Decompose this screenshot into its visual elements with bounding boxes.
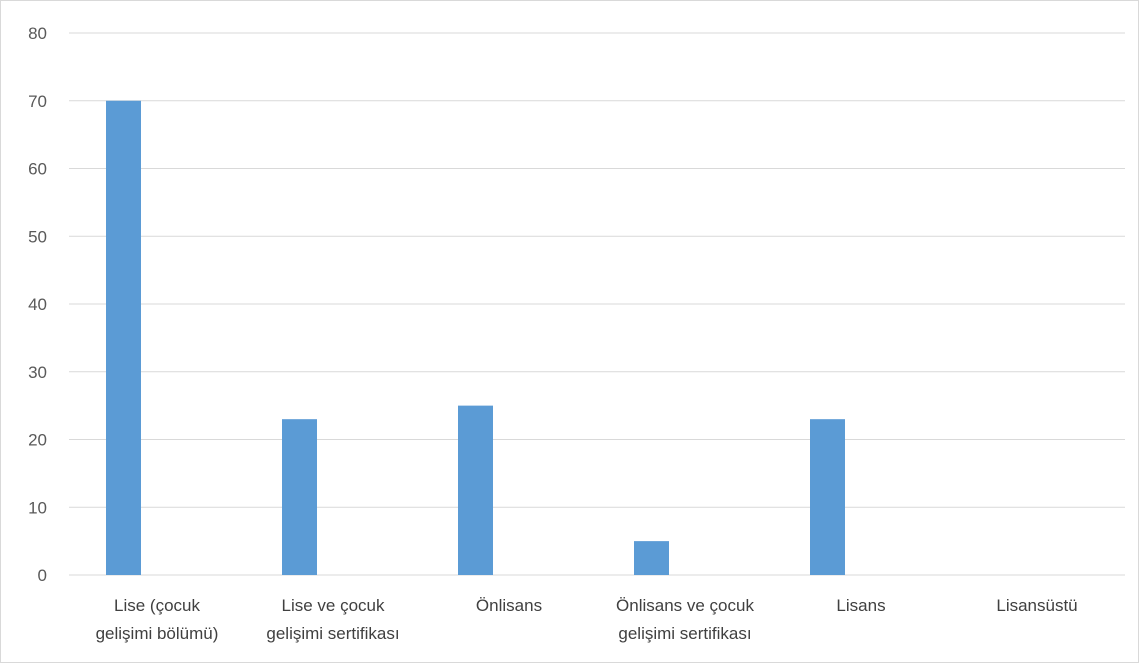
x-category-label: Lisans xyxy=(836,596,885,615)
x-category-labels: Lise (çocuk gelişimi bölümü) Lise ve çocuk… xyxy=(96,596,1078,643)
y-tick-label: 30 xyxy=(28,363,47,382)
y-tick-label: 10 xyxy=(28,498,47,517)
x-category-label: gelişimi sertifikası xyxy=(618,624,751,643)
bar xyxy=(634,541,669,575)
x-category-label: Önlisans ve çocuk xyxy=(616,596,754,615)
y-tick-label: 20 xyxy=(28,431,47,450)
x-category-label: Lisansüstü xyxy=(996,596,1077,615)
bar xyxy=(282,419,317,575)
x-category-label: gelişimi sertifikası xyxy=(266,624,399,643)
y-tick-label: 50 xyxy=(28,227,47,246)
x-category-label: gelişimi bölümü) xyxy=(96,624,219,643)
y-tick-label: 60 xyxy=(28,160,47,179)
x-category-label: Önlisans xyxy=(476,596,542,615)
y-tick-labels: 0 10 20 30 40 50 60 70 80 xyxy=(28,24,47,585)
bar xyxy=(810,419,845,575)
y-tick-label: 80 xyxy=(28,24,47,43)
bar xyxy=(458,405,493,575)
x-category-label: Lise ve çocuk xyxy=(282,596,385,615)
x-category-label: Lise (çocuk xyxy=(114,596,200,615)
y-tick-label: 0 xyxy=(38,566,47,585)
gridlines xyxy=(69,32,1125,576)
bars xyxy=(106,100,845,575)
y-tick-label: 40 xyxy=(28,295,47,314)
bar xyxy=(106,100,141,575)
y-tick-label: 70 xyxy=(28,92,47,111)
